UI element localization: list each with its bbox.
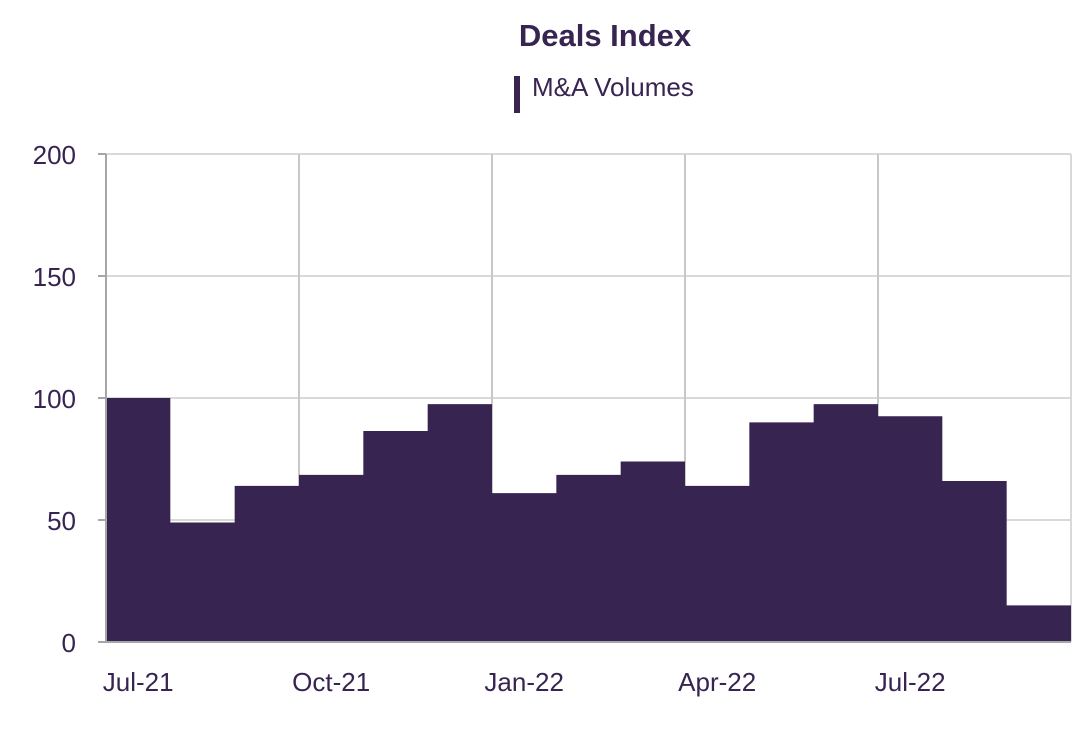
x-axis-tick-labels: Jul-21 Oct-21 Jan-22 Apr-22 Jul-22 (103, 667, 946, 697)
series-fill (106, 398, 1071, 642)
y-tick-label: 200 (33, 140, 76, 170)
x-tick-label: Jul-22 (875, 667, 946, 697)
legend-swatch (514, 76, 520, 113)
y-tick-label: 50 (47, 506, 76, 536)
x-tick-label: Jan-22 (484, 667, 564, 697)
y-tick-label: 100 (33, 384, 76, 414)
chart-title: Deals Index (519, 18, 692, 53)
axes (98, 153, 1071, 643)
y-axis-tick-labels: 0 50 100 150 200 (33, 140, 76, 658)
x-tick-label: Jul-21 (103, 667, 174, 697)
x-tick-label: Apr-22 (678, 667, 756, 697)
y-tick-label: 0 (62, 628, 76, 658)
legend-label: M&A Volumes (532, 72, 694, 102)
x-tick-label: Oct-21 (292, 667, 370, 697)
y-tick-label: 150 (33, 262, 76, 292)
series-area (106, 398, 1071, 642)
